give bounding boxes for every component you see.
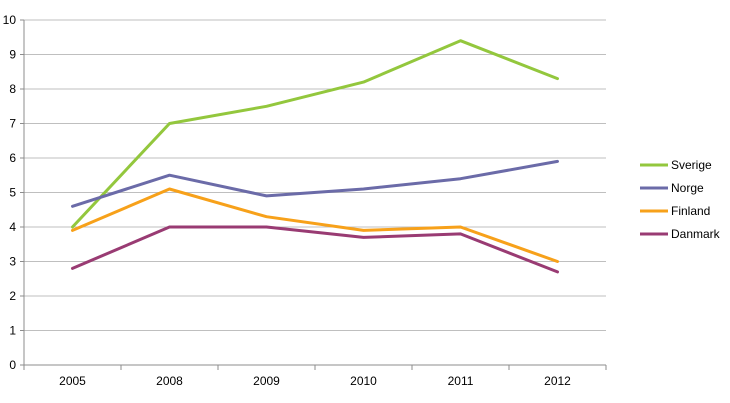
legend-label-sverige: Sverige — [671, 158, 712, 172]
legend-label-norge: Norge — [671, 181, 704, 195]
y-tick-label: 1 — [9, 324, 16, 338]
y-tick-label: 6 — [9, 151, 16, 165]
gridlines — [24, 19, 606, 331]
y-tick-label: 5 — [9, 186, 16, 200]
x-tick-label: 2005 — [59, 374, 86, 388]
x-tick-label: 2012 — [544, 374, 571, 388]
y-tick-label: 2 — [9, 289, 16, 303]
legend-label-danmark: Danmark — [671, 227, 721, 241]
y-tick-label: 7 — [9, 117, 16, 131]
series-lines — [71, 39, 559, 274]
y-axis-ticks: 0 1 2 3 4 5 6 7 8 9 10 — [3, 13, 24, 372]
x-tick-label: 2011 — [448, 374, 474, 388]
y-tick-label: 10 — [3, 13, 17, 27]
series-line-sverige — [71, 39, 559, 229]
y-tick-label: 0 — [9, 358, 16, 372]
x-tick-label: 2009 — [253, 374, 280, 388]
y-tick-label: 8 — [9, 82, 16, 96]
x-tick-label: 2010 — [350, 374, 377, 388]
series-line-norge — [71, 159, 559, 208]
x-tick-label: 2008 — [156, 374, 183, 388]
y-tick-label: 9 — [9, 48, 16, 62]
y-tick-label: 4 — [9, 220, 16, 234]
series-line-finland — [71, 187, 559, 263]
y-tick-label: 3 — [9, 255, 16, 269]
series-line-danmark — [71, 225, 559, 274]
legend-label-finland: Finland — [671, 204, 710, 218]
legend: Sverige Norge Finland Danmark — [640, 158, 721, 241]
x-axis-ticks: 2005 2008 2009 2010 2011 2012 — [23, 365, 607, 388]
